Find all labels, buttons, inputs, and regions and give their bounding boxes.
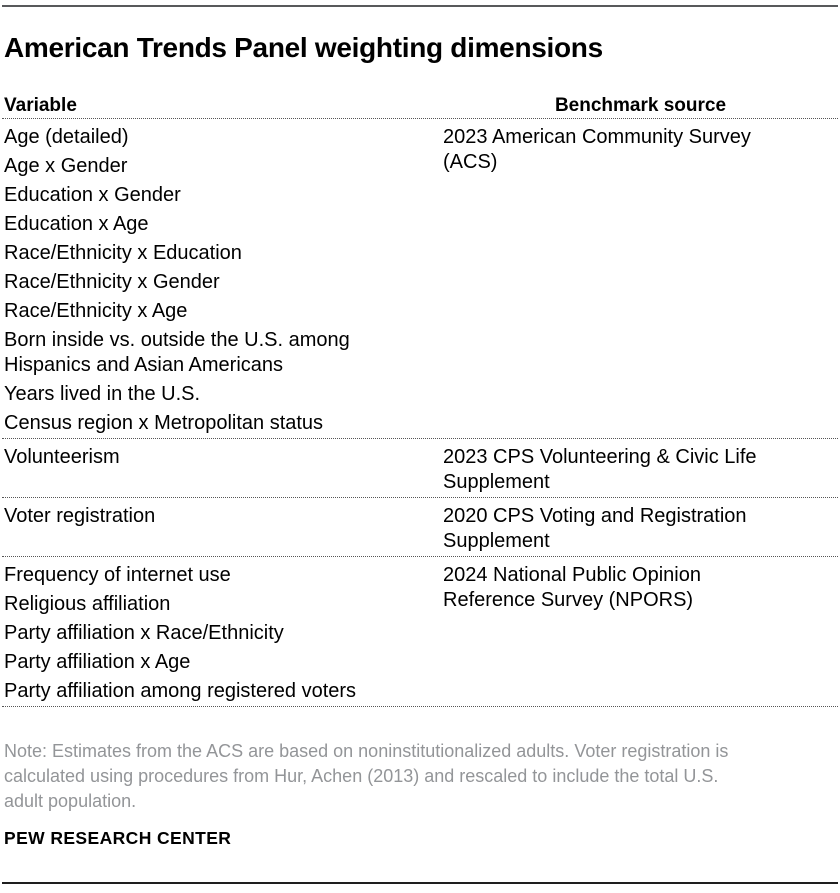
variable-cell: Race/Ethnicity x Age bbox=[4, 300, 188, 322]
weighting-dimensions-table: Variable Benchmark source Age (detailed)… bbox=[2, 64, 838, 707]
figure-note: Note: Estimates from the ACS are based o… bbox=[4, 741, 729, 811]
table-header-row: Variable Benchmark source bbox=[2, 64, 838, 119]
variable-cell-group: Age (detailed) Age x Gender Education x Ge… bbox=[2, 125, 443, 436]
variable-cell: Race/Ethnicity x Gender bbox=[4, 271, 220, 293]
benchmark-source-cell: 2020 CPS Voting and Registration Supplem… bbox=[443, 504, 838, 554]
table-section-row: Voter registration 2020 CPS Voting and Re… bbox=[2, 498, 838, 557]
variable-cell: Born inside vs. outside the U.S. among H… bbox=[4, 329, 350, 376]
variable-cell: Party affiliation x Race/Ethnicity bbox=[4, 622, 284, 644]
benchmark-source-text: 2023 CPS Volunteering & Civic Life Suppl… bbox=[443, 446, 757, 493]
variable-cell: Census region x Metropolitan status bbox=[4, 412, 324, 434]
table-section-row: Age (detailed) Age x Gender Education x Ge… bbox=[2, 119, 838, 439]
benchmark-source-cell: 2023 CPS Volunteering & Civic Life Suppl… bbox=[443, 445, 838, 495]
benchmark-source-text: 2020 CPS Voting and Registration Supplem… bbox=[443, 505, 747, 552]
variable-cell: Party affiliation x Age bbox=[4, 651, 191, 673]
pew-research-center-wordmark: PEW RESEARCH CENTER bbox=[4, 828, 232, 848]
column-header-variable: Variable bbox=[4, 95, 77, 116]
benchmark-source-text: 2023 American Community Survey (ACS) bbox=[443, 126, 751, 173]
figure-title: American Trends Panel weighting dimensio… bbox=[4, 32, 603, 63]
variable-cell-group: Voter registration bbox=[2, 504, 443, 554]
variable-cell: Frequency of internet use bbox=[4, 564, 231, 586]
benchmark-source-cell: 2023 American Community Survey (ACS) bbox=[443, 125, 838, 436]
variable-cell: Education x Gender bbox=[4, 184, 181, 206]
variable-cell: Party affiliation among registered voter… bbox=[4, 680, 357, 702]
table-section-row: Volunteerism 2023 CPS Volunteering & Civi… bbox=[2, 439, 838, 498]
table-body: Age (detailed) Age x Gender Education x Ge… bbox=[2, 119, 838, 707]
column-header-benchmark-source: Benchmark source bbox=[554, 95, 727, 116]
variable-cell: Volunteerism bbox=[4, 446, 120, 468]
variable-cell-group: Volunteerism bbox=[2, 445, 443, 495]
variable-cell-group: Frequency of internet use Religious affil… bbox=[2, 563, 443, 704]
variable-cell: Age (detailed) bbox=[4, 126, 129, 148]
variable-cell: Religious affiliation bbox=[4, 593, 171, 615]
benchmark-source-cell: 2024 National Public Opinion Reference S… bbox=[443, 563, 838, 704]
variable-cell: Voter registration bbox=[4, 505, 156, 527]
benchmark-source-text: 2024 National Public Opinion Reference S… bbox=[443, 564, 701, 611]
variable-cell: Years lived in the U.S. bbox=[4, 383, 201, 405]
pew-figure: American Trends Panel weighting dimensio… bbox=[0, 5, 840, 893]
table-section-row: Frequency of internet use Religious affil… bbox=[2, 557, 838, 707]
bottom-divider bbox=[2, 882, 838, 884]
variable-cell: Age x Gender bbox=[4, 155, 128, 177]
variable-cell: Education x Age bbox=[4, 213, 149, 235]
top-divider bbox=[2, 5, 838, 7]
variable-cell: Race/Ethnicity x Education bbox=[4, 242, 242, 264]
